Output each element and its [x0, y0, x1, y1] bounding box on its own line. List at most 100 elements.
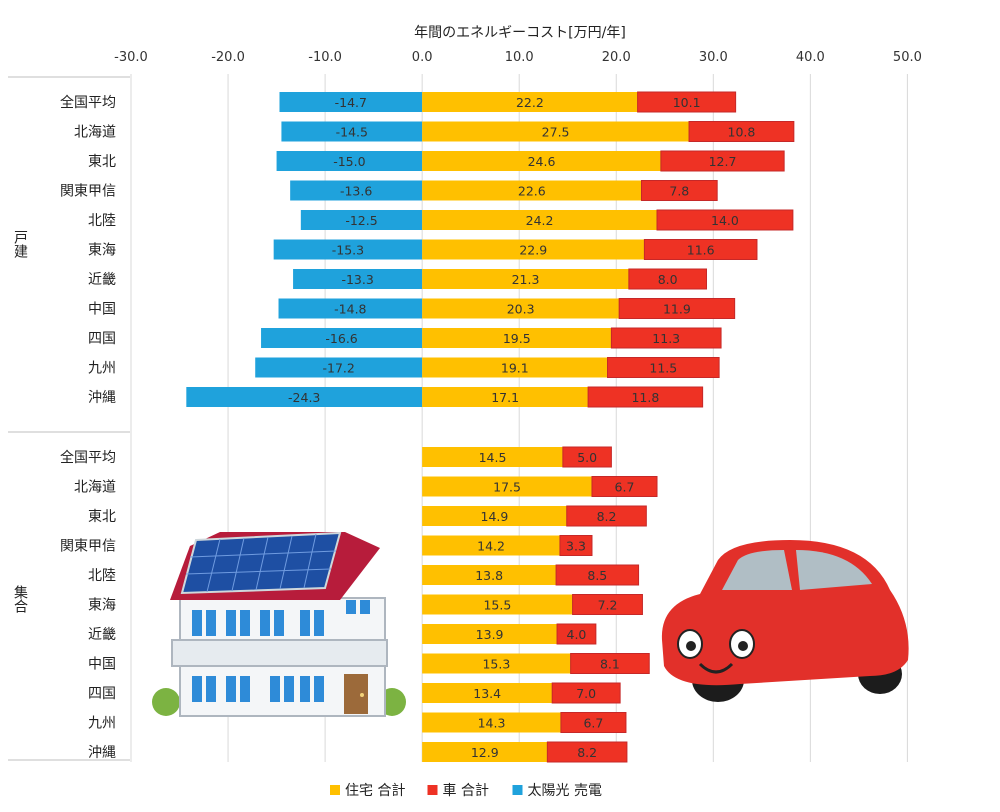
bar: [293, 269, 423, 289]
bar: [279, 92, 423, 112]
bar: [572, 594, 643, 615]
data-label: 14.9: [481, 509, 509, 524]
data-label: -13.3: [341, 272, 373, 287]
bar: [422, 151, 661, 171]
group-label: 戸建: [12, 230, 28, 259]
data-label: 11.8: [631, 390, 659, 405]
data-label: 17.1: [491, 390, 519, 405]
data-label: 11.3: [652, 331, 680, 346]
category-labels: 全国平均北海道東北関東甲信北陸東海近畿中国四国九州沖縄全国平均北海道東北関東甲信…: [60, 94, 116, 761]
category-label: 中国: [88, 657, 116, 673]
x-tick-label: 0.0: [412, 50, 433, 65]
data-label: 12.9: [471, 745, 499, 760]
house-with-solar-panels-illustration: [152, 531, 406, 717]
bar: [422, 180, 642, 201]
bar: [278, 298, 423, 319]
bar: [422, 712, 561, 733]
category-label: 四国: [88, 686, 116, 702]
group-label: 集合: [12, 585, 28, 614]
legend: 住宅 合計 車 合計 太陽光 売電: [330, 782, 602, 799]
x-tick-label: 20.0: [602, 50, 631, 65]
bar: [422, 269, 629, 289]
data-label: 12.7: [709, 154, 737, 169]
data-label: 8.1: [600, 657, 620, 672]
category-label: 関東甲信: [60, 539, 116, 555]
bar: [422, 357, 608, 378]
data-label: -15.0: [333, 154, 365, 169]
data-label: 15.5: [483, 598, 511, 613]
data-label: 7.0: [576, 686, 596, 701]
bar: [628, 268, 708, 290]
category-label: 北海道: [74, 125, 116, 141]
data-label: 10.8: [728, 125, 756, 140]
bar: [290, 180, 423, 201]
data-label: 6.7: [583, 716, 603, 731]
data-label: 10.1: [673, 95, 701, 110]
bars: [186, 91, 795, 763]
data-label: 8.2: [597, 509, 617, 524]
data-label: 4.0: [567, 627, 587, 642]
x-tick-label: -20.0: [211, 50, 245, 65]
bar: [559, 535, 593, 556]
x-tick-label: 40.0: [796, 50, 825, 65]
bar: [610, 327, 722, 349]
bar: [281, 121, 423, 142]
data-label: 19.1: [501, 361, 529, 376]
category-label: 九州: [88, 361, 116, 377]
bar: [422, 683, 553, 703]
bar: [422, 387, 589, 407]
data-label: 7.8: [669, 184, 689, 199]
bar: [422, 535, 560, 556]
x-tick-labels: -30.0 -20.0 -10.0 0.0 10.0 20.0 30.0 40.0 50.0: [114, 50, 922, 65]
bar: [422, 653, 571, 674]
category-label: 東海: [88, 598, 116, 614]
bar: [688, 121, 795, 142]
data-label: -16.6: [325, 331, 357, 346]
bar: [566, 505, 647, 527]
data-label: 14.0: [711, 213, 739, 228]
data-label: 15.3: [482, 657, 510, 672]
category-label: 四国: [88, 331, 116, 347]
data-label: 22.9: [519, 243, 547, 258]
data-label: 11.6: [687, 243, 715, 258]
bar: [546, 741, 628, 763]
data-label: 11.5: [649, 361, 677, 376]
bar: [637, 91, 737, 113]
data-label: 8.0: [658, 272, 678, 287]
data-label: 7.2: [598, 598, 618, 613]
data-label: -12.5: [345, 213, 377, 228]
data-label: 14.5: [479, 450, 507, 465]
chart-title: 年間のエネルギーコスト[万円/年]: [414, 25, 626, 41]
data-label: 21.3: [512, 272, 540, 287]
category-label: 東海: [88, 243, 116, 259]
category-label: 東北: [88, 509, 116, 525]
bar: [186, 387, 423, 407]
category-label: 全国平均: [60, 94, 116, 111]
bar: [422, 298, 620, 319]
data-labels: -14.7 22.2 10.1 -14.5 27.5 10.8 -15.0 24.6 12.7 -…: [288, 95, 755, 760]
data-label: 5.0: [577, 450, 597, 465]
bar: [422, 742, 548, 762]
bar: [422, 506, 567, 526]
x-tick-label: -30.0: [114, 50, 148, 65]
data-label: 13.8: [475, 568, 503, 583]
bar: [422, 92, 638, 112]
bar: [555, 564, 640, 586]
group-dividers: [8, 76, 130, 761]
category-label: 近畿: [88, 272, 116, 288]
data-label: 24.2: [526, 213, 554, 228]
x-tick-label: 50.0: [893, 50, 922, 65]
category-label: 北陸: [88, 213, 116, 229]
legend-label: 太陽光 売電: [528, 783, 602, 799]
bar: [660, 150, 785, 172]
bar: [422, 328, 612, 348]
data-label: -14.7: [335, 95, 367, 110]
data-label: 8.5: [587, 568, 607, 583]
category-label: 東北: [88, 154, 116, 170]
data-label: 22.2: [516, 95, 544, 110]
bar: [607, 357, 720, 378]
bar: [618, 298, 736, 319]
bar: [640, 180, 718, 201]
bar: [551, 682, 621, 704]
